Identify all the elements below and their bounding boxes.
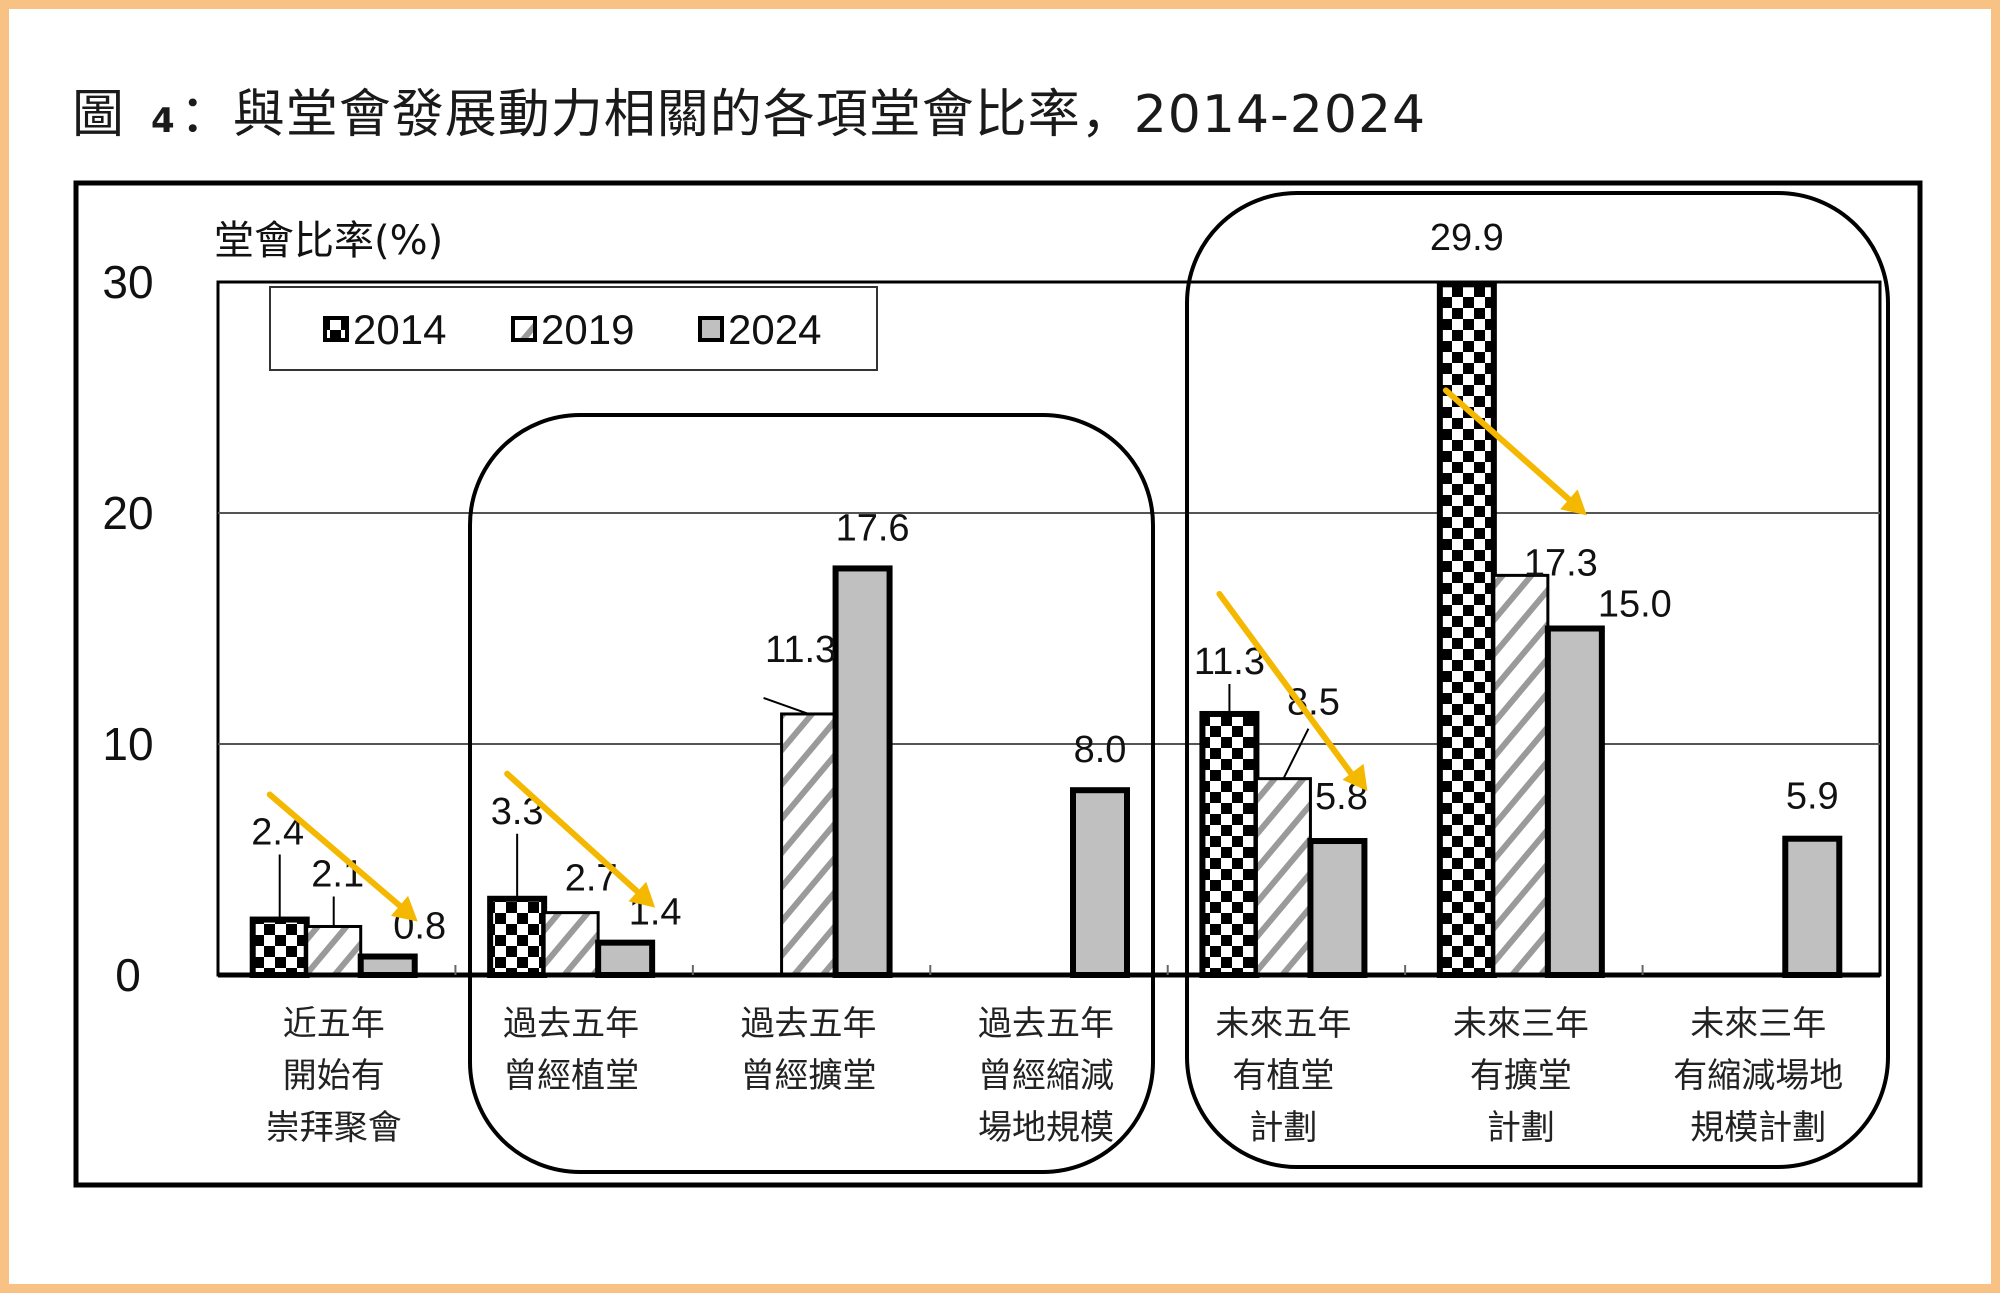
legend-label-2014: 2014 [353, 306, 446, 353]
decline-arrow-line [1442, 387, 1580, 510]
figure-title-text: ：與堂會發展動力相關的各項堂會比率，2014-2024 [179, 85, 1427, 145]
category-label-line: 有植堂 [1232, 1056, 1334, 1096]
bar-2019-cat0 [305, 924, 363, 977]
legend: 2014 2019 2024 [269, 286, 878, 371]
legend-swatch-2024 [698, 316, 724, 342]
data-label-2024-cat5: 15.0 [1598, 584, 1672, 626]
category-label-line: 未來三年 [1453, 1004, 1589, 1044]
category-label-line: 曾經擴堂 [741, 1056, 877, 1096]
legend-swatch-2014 [323, 316, 349, 342]
data-label-2014-cat4: 11.3 [1194, 641, 1265, 683]
data-label-2024-cat6: 5.9 [1786, 776, 1839, 818]
category-label-line: 有縮減場地 [1673, 1056, 1843, 1096]
chart-title: 圖 4：與堂會發展動力相關的各項堂會比率，2014-2024 [72, 72, 1426, 147]
decline-arrow-line [504, 770, 649, 902]
bar-2014-cat1 [487, 895, 548, 979]
category-label-line: 計劃 [1487, 1108, 1555, 1148]
figure-number: 4 [151, 101, 176, 141]
bar-2014-cat0 [249, 916, 310, 978]
bar-2024-cat1 [595, 939, 656, 978]
bar-2024-cat0 [357, 953, 418, 979]
legend-swatch-2019 [511, 316, 537, 342]
decline-arrow-line [1216, 590, 1361, 786]
category-label-line: 過去五年 [503, 1004, 639, 1044]
category-label-line: 場地規模 [978, 1108, 1114, 1148]
category-label-2: 過去五年曾經擴堂 [741, 1004, 877, 1096]
category-label-line: 規模計劃 [1690, 1108, 1826, 1148]
legend-box [269, 286, 878, 371]
category-label-line: 未來五年 [1215, 1004, 1351, 1044]
data-label-2024-cat3: 8.0 [1074, 729, 1127, 771]
grouping-box-1 [1185, 191, 1890, 1169]
category-label-line: 開始有 [283, 1056, 385, 1096]
bar-2019-cat4 [1254, 777, 1312, 977]
data-label-2024-cat2: 17.6 [836, 507, 910, 549]
category-label-0: 近五年開始有崇拜聚會 [266, 1004, 402, 1148]
category-label-line: 過去五年 [741, 1004, 877, 1044]
category-label-4: 未來五年有植堂計劃 [1215, 1004, 1351, 1148]
category-label-3: 過去五年曾經縮減場地規模 [978, 1004, 1114, 1148]
leader-line [1282, 728, 1310, 780]
legend-label-2019: 2019 [541, 306, 634, 353]
bar-2024-cat6 [1782, 835, 1843, 979]
category-label-line: 崇拜聚會 [266, 1108, 402, 1148]
y-tick-label: 30 [102, 256, 153, 308]
y-tick-label: 10 [102, 718, 153, 770]
data-label-2019-cat2: 11.3 [765, 629, 836, 671]
category-label-line: 曾經縮減 [978, 1056, 1114, 1096]
category-label-1: 過去五年曾經植堂 [503, 1004, 639, 1096]
figure-prefix: 圖 [72, 85, 126, 145]
data-label-2019-cat5: 17.3 [1524, 542, 1598, 584]
bar-2024-cat5 [1544, 625, 1605, 978]
category-label-6: 未來三年有縮減場地規模計劃 [1673, 1004, 1843, 1148]
bar-2024-cat3 [1070, 787, 1130, 979]
legend-label-2024: 2024 [728, 306, 821, 353]
decline-arrow-head-icon [1342, 763, 1368, 792]
data-label-2014-cat5: 29.9 [1430, 217, 1504, 259]
decline-arrow-head-icon [390, 895, 418, 922]
bar-2014-cat5 [1436, 281, 1497, 978]
category-label-line: 計劃 [1249, 1108, 1317, 1148]
data-label-2019-cat0: 2.1 [311, 853, 364, 895]
decline-arrow-head-icon [1560, 489, 1587, 516]
decline-arrow-head-icon [628, 881, 656, 908]
bar-2024-cat4 [1307, 838, 1368, 979]
category-label-line: 未來三年 [1690, 1004, 1826, 1044]
plot-area-border [216, 280, 1882, 977]
y-tick-label: 0 [115, 949, 141, 1001]
category-label-line: 曾經植堂 [503, 1056, 639, 1096]
y-axis-title: 堂會比率(%) [214, 218, 443, 264]
y-tick-label: 20 [102, 487, 153, 539]
decline-arrow-line [266, 791, 411, 916]
grouping-box-0 [468, 413, 1155, 1174]
category-label-line: 過去五年 [978, 1004, 1114, 1044]
leader-line [763, 697, 809, 715]
category-label-5: 未來三年有擴堂計劃 [1453, 1004, 1589, 1148]
category-label-line: 有擴堂 [1470, 1056, 1572, 1096]
category-label-line: 近五年 [283, 1004, 385, 1044]
bar-2019-cat1 [542, 911, 600, 977]
bar-2019-cat5 [1492, 573, 1550, 977]
chart-frame [73, 180, 1923, 1188]
bar-2019-cat2 [780, 712, 838, 977]
bar-2014-cat4 [1199, 710, 1260, 978]
bar-2024-cat2 [832, 565, 893, 978]
